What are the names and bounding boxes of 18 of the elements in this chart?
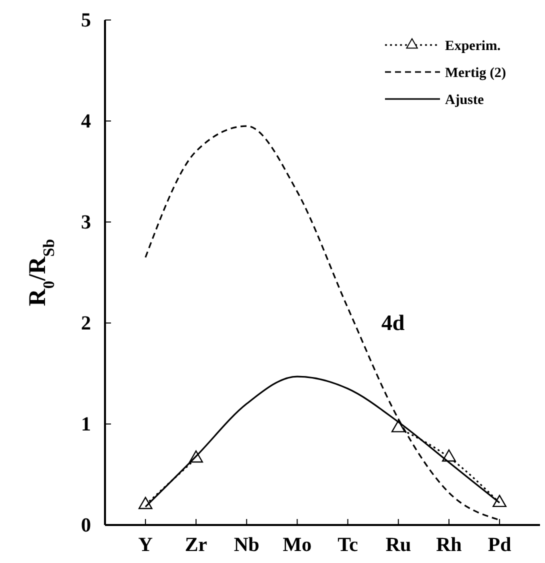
y-tick-label: 5	[81, 9, 91, 32]
y-tick-label: 4	[81, 110, 91, 132]
annotation: 4d	[381, 310, 405, 335]
y-tick-label: 2	[81, 312, 91, 334]
x-tick-label: Ru	[386, 534, 412, 556]
y-tick-label: 1	[81, 413, 91, 436]
x-tick-label: Rh	[436, 534, 462, 556]
x-tick-label: Tc	[338, 534, 358, 556]
x-tick-label: Y	[138, 534, 154, 556]
y-tick-label: 3	[81, 211, 91, 234]
legend-label: Mertig (2)	[445, 66, 506, 81]
x-tick-label: Pd	[488, 534, 512, 556]
legend-label: Ajuste	[445, 93, 484, 108]
y-tick-label: 0	[81, 514, 91, 536]
x-tick-label: Nb	[234, 534, 260, 556]
legend-label: Experim.	[445, 39, 501, 54]
x-tick-label: Mo	[282, 534, 312, 556]
x-tick-label: Zr	[184, 534, 208, 556]
